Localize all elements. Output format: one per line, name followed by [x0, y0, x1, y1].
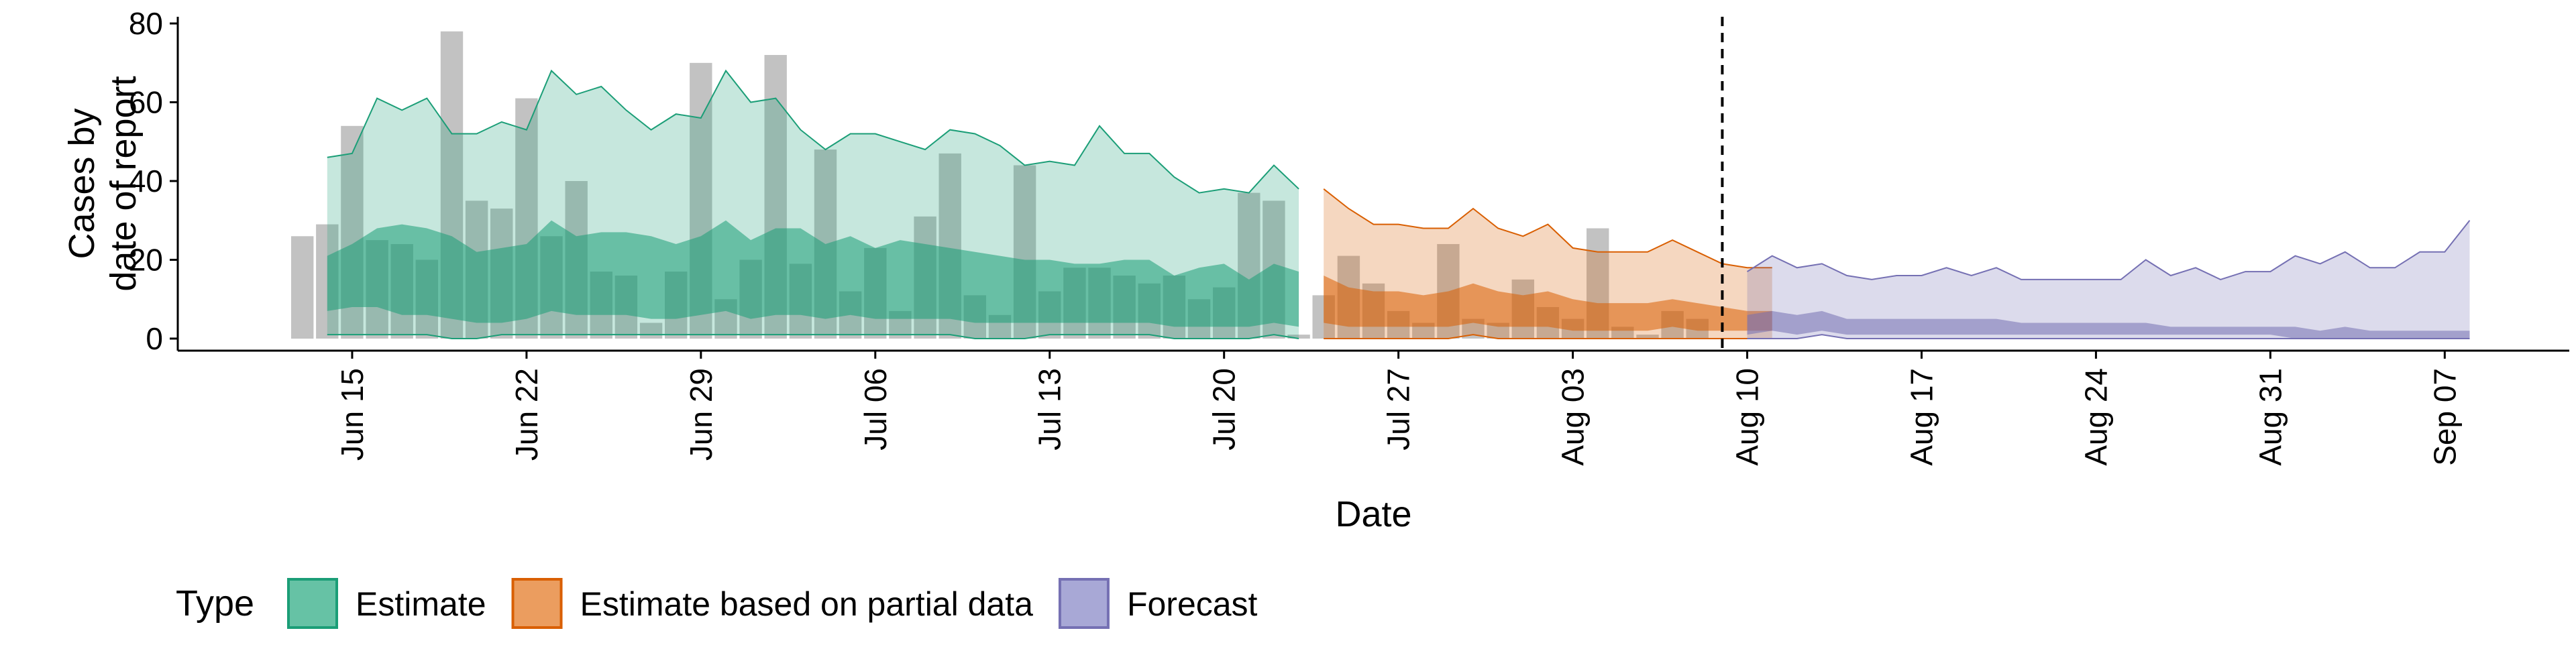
x-tick-label: Aug 17	[1904, 368, 1939, 466]
x-tick-label: Jun 15	[335, 368, 370, 461]
y-axis-title: Cases bydate of report	[62, 76, 144, 291]
x-tick-label: Aug 24	[2078, 368, 2113, 466]
estimate-ribbon-50	[327, 220, 1299, 327]
x-axis-title: Date	[1335, 494, 1411, 534]
y-axis-title-line: Cases by	[62, 108, 102, 259]
estimate-lower-line	[327, 334, 1299, 339]
y-tick-label: 20	[129, 243, 163, 278]
partial-ribbon-50	[1324, 276, 1772, 331]
bar	[291, 236, 314, 339]
x-tick-label: Sep 07	[2427, 368, 2462, 466]
forecast-ribbon-50	[1747, 310, 2470, 339]
x-tick-label: Jul 20	[1207, 368, 1242, 451]
legend-label: Forecast	[1127, 585, 1258, 623]
x-tick-label: Jun 22	[509, 368, 544, 461]
x-tick-label: Jul 27	[1381, 368, 1416, 451]
y-tick-label: 60	[129, 85, 163, 120]
estimate-upper-line	[327, 69, 1299, 194]
y-tick-label: 40	[129, 164, 163, 198]
x-tick-label: Aug 10	[1730, 368, 1765, 466]
partial-lower-line	[1324, 334, 1772, 339]
legend-swatch	[511, 578, 563, 629]
legend-swatch	[287, 578, 338, 629]
y-tick-label: 80	[129, 6, 163, 41]
bar	[1636, 335, 1659, 339]
x-tick-label: Aug 31	[2253, 368, 2288, 466]
axes-layer: 0 20 40 60 80 Jun 15 Jun 22 Jun 29 Jul 06 Jul 13 J…	[62, 6, 2569, 534]
legend-swatch	[1058, 578, 1110, 629]
x-tick-label: Aug 03	[1556, 368, 1591, 466]
y-axis-title-line: date of report	[103, 76, 144, 291]
legend-label: Estimate	[356, 585, 486, 623]
forecast-upper-line	[1746, 220, 2471, 280]
x-tick-label: Jul 13	[1032, 368, 1067, 451]
legend-label: Estimate based on partial data	[580, 585, 1034, 623]
x-tick-label: Jun 29	[684, 368, 718, 461]
legend: Type Estimate Estimate based on partial da…	[176, 578, 1258, 629]
y-tick-label: 0	[146, 321, 163, 356]
legend-title: Type	[176, 583, 254, 624]
x-tick-label: Jul 06	[858, 368, 893, 451]
partial-upper-line	[1323, 188, 1772, 269]
bar	[1287, 335, 1310, 339]
forecast-lower-line	[1747, 334, 2470, 339]
ribbon-layer	[327, 69, 2471, 339]
